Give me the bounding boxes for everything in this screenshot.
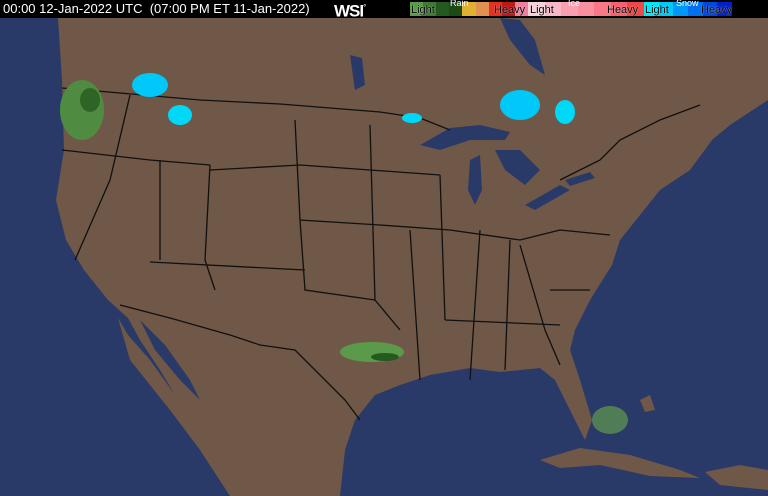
wsi-logo: WSI° <box>334 0 366 21</box>
legend-ice <box>528 2 645 16</box>
rain-pacific-nw <box>60 80 104 140</box>
snow-label: Snow <box>676 0 699 8</box>
radar-echoes <box>60 73 628 434</box>
legend-swatch <box>610 2 628 16</box>
logo-text: WSI <box>334 1 364 21</box>
ice-light-label: Light <box>530 4 554 16</box>
state-lines <box>61 94 611 381</box>
snow-idaho <box>168 105 192 125</box>
header-bar: 00:00 12-Jan-2022 UTC (07:00 PM ET 11-Ja… <box>0 0 768 21</box>
lake-superior <box>420 125 510 150</box>
rain-texas-core <box>371 353 399 361</box>
pacific-ocean <box>0 18 230 496</box>
legend-swatch <box>423 2 437 16</box>
logo-mark: ° <box>363 3 366 12</box>
legend-swatch <box>410 2 424 16</box>
legend-swatch <box>501 2 515 16</box>
lake-erie <box>525 185 570 210</box>
rain-light-label: Light <box>411 4 435 16</box>
hispaniola <box>705 465 768 490</box>
legend-swatch <box>644 2 659 16</box>
rain-pacific-nw-core <box>80 88 100 112</box>
legend-snow <box>644 2 733 16</box>
us-mexico-border <box>119 304 361 421</box>
lake-ontario <box>565 172 595 186</box>
rain-heavy-label: Heavy <box>494 4 526 16</box>
ice-label: Ice <box>568 0 581 8</box>
snow-quebec <box>555 100 575 124</box>
legend-swatch <box>561 2 578 16</box>
snow-montana <box>132 73 168 97</box>
legend-swatch <box>688 2 703 16</box>
legend-swatch <box>544 2 562 16</box>
legend-swatch <box>528 2 545 16</box>
legend-swatch <box>449 2 463 16</box>
legend-swatch <box>594 2 611 16</box>
us-canada-border <box>61 87 701 181</box>
legend-swatch <box>673 2 689 16</box>
water-bodies <box>0 18 768 496</box>
timestamp: 00:00 12-Jan-2022 UTC (07:00 PM ET 11-Ja… <box>3 1 310 16</box>
legend-swatch <box>658 2 674 16</box>
legend-swatch <box>475 2 489 16</box>
lake-huron <box>495 150 540 185</box>
bahamas <box>640 395 655 412</box>
snow-heavy-label: Heavy <box>701 4 733 16</box>
legend-swatch <box>488 2 502 16</box>
lake-winnipeg <box>350 55 365 90</box>
cuba <box>540 448 700 478</box>
snow-ontario <box>500 90 540 120</box>
lake-michigan <box>468 155 482 205</box>
legend-swatch <box>514 2 528 16</box>
gulf-of-california <box>140 320 200 400</box>
rain-label: Rain <box>450 0 469 8</box>
rain-florida-bahamas <box>592 406 628 434</box>
legend-swatch <box>702 2 718 16</box>
legend-rain <box>410 2 528 16</box>
gulf-atlantic <box>340 100 768 496</box>
legend-swatch <box>717 2 733 16</box>
hudson-bay-inlet <box>500 18 545 75</box>
legend-swatch <box>436 2 450 16</box>
snow-light-label: Light <box>645 4 669 16</box>
legend-swatch <box>577 2 595 16</box>
legend-swatch <box>462 2 476 16</box>
snow-superior <box>402 113 422 123</box>
legend-swatch <box>627 2 645 16</box>
ice-heavy-label: Heavy <box>607 4 639 16</box>
